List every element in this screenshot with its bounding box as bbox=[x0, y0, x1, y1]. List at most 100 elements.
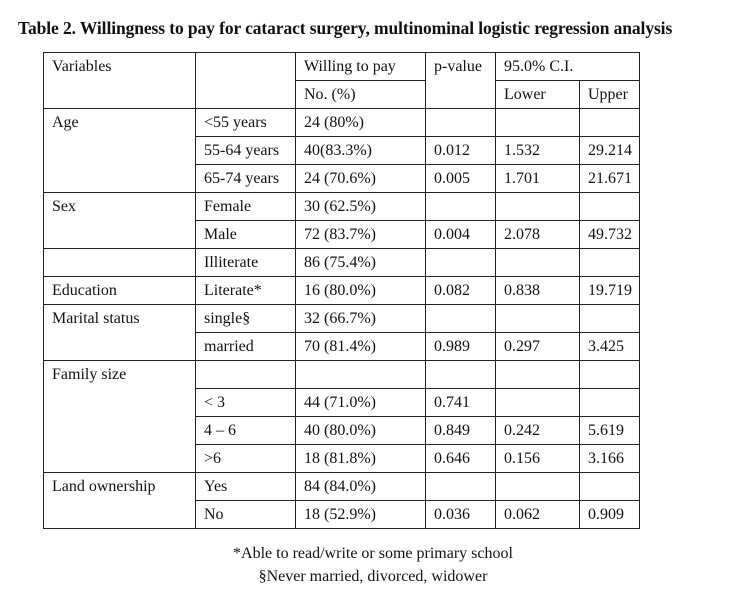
p-value-cell: 0.005 bbox=[425, 164, 496, 193]
header-category bbox=[195, 52, 296, 109]
header-upper: Upper bbox=[579, 80, 640, 109]
ci-lower-cell: 0.242 bbox=[495, 416, 580, 445]
count-cell: 84 (84.0%) bbox=[295, 472, 426, 501]
ci-lower-cell bbox=[495, 192, 580, 221]
ci-upper-cell: 19.719 bbox=[579, 276, 640, 305]
ci-lower-cell: 0.062 bbox=[495, 500, 580, 529]
ci-upper-cell: 5.619 bbox=[579, 416, 640, 445]
table-row: married 70 (81.4%) 0.989 0.297 3.425 bbox=[44, 332, 640, 361]
ci-lower-cell bbox=[495, 304, 580, 333]
count-cell: 18 (52.9%) bbox=[295, 500, 426, 529]
ci-upper-cell: 3.166 bbox=[579, 444, 640, 473]
variable-cell: Sex bbox=[43, 192, 196, 249]
ci-upper-cell bbox=[579, 192, 640, 221]
category-cell: No bbox=[195, 500, 296, 529]
table-row: Sex Female 30 (62.5%) bbox=[43, 192, 640, 249]
ci-lower-cell: 1.532 bbox=[495, 136, 580, 165]
header-row: Variables Willing to pay p-value 95.0% C… bbox=[43, 52, 640, 109]
category-cell: Literate* bbox=[195, 276, 296, 305]
p-value-cell: 0.989 bbox=[425, 332, 496, 361]
ci-lower-cell bbox=[495, 360, 580, 389]
category-cell: married bbox=[195, 332, 296, 361]
table-title: Table 2. Willingness to pay for cataract… bbox=[18, 18, 673, 38]
ci-lower-cell: 0.156 bbox=[495, 444, 580, 473]
footnote-single: §Never married, divorced, widower bbox=[258, 568, 488, 585]
category-cell: single§ bbox=[195, 304, 296, 333]
table-row: Illiterate 86 (75.4%) bbox=[43, 248, 640, 277]
ci-lower-cell: 2.078 bbox=[495, 220, 580, 249]
count-cell: 24 (80%) bbox=[295, 108, 426, 137]
count-cell: 44 (71.0%) bbox=[295, 388, 426, 417]
category-cell: Female bbox=[195, 192, 296, 221]
table-row: Family size bbox=[43, 360, 640, 473]
table-row: 55-64 years 40(83.3%) 0.012 1.532 29.214 bbox=[44, 136, 640, 165]
count-cell: 24 (70.6%) bbox=[295, 164, 426, 193]
p-value-cell: 0.036 bbox=[425, 500, 496, 529]
variable-cell: Land ownership bbox=[43, 472, 196, 529]
count-cell: 72 (83.7%) bbox=[295, 220, 426, 249]
ci-upper-cell: 0.909 bbox=[579, 500, 640, 529]
p-value-cell: 0.646 bbox=[425, 444, 496, 473]
variable-cell bbox=[43, 248, 196, 277]
table-row: Marital status single§ 32 (66.7%) bbox=[43, 304, 640, 361]
variable-cell: Education bbox=[43, 276, 196, 305]
ci-upper-cell bbox=[579, 304, 640, 333]
p-value-cell: 0.741 bbox=[425, 388, 496, 417]
p-value-cell bbox=[425, 108, 496, 137]
footnote-literate: *Able to read/write or some primary scho… bbox=[233, 545, 513, 562]
table-row: < 3 44 (71.0%) 0.741 bbox=[44, 388, 640, 417]
p-value-cell: 0.004 bbox=[425, 220, 496, 249]
count-cell: 86 (75.4%) bbox=[295, 248, 426, 277]
header-row: No. (%) Lower Upper bbox=[44, 80, 640, 109]
variable-cell: Family size bbox=[43, 360, 196, 473]
category-cell: Yes bbox=[195, 472, 296, 501]
count-cell: 40 (80.0%) bbox=[295, 416, 426, 445]
ci-upper-cell: 3.425 bbox=[579, 332, 640, 361]
ci-upper-cell bbox=[579, 108, 640, 137]
header-count-percent: No. (%) bbox=[295, 80, 426, 109]
ci-upper-cell bbox=[579, 360, 640, 389]
p-value-cell bbox=[425, 304, 496, 333]
regression-table: Variables Willing to pay p-value 95.0% C… bbox=[43, 52, 640, 529]
count-cell: 16 (80.0%) bbox=[295, 276, 426, 305]
table-row: 65-74 years 24 (70.6%) 0.005 1.701 21.671 bbox=[44, 164, 640, 193]
table-row: No 18 (52.9%) 0.036 0.062 0.909 bbox=[44, 500, 640, 529]
ci-lower-cell bbox=[495, 108, 580, 137]
category-cell: Male bbox=[195, 220, 296, 249]
category-cell bbox=[195, 360, 296, 389]
category-cell: < 3 bbox=[195, 388, 296, 417]
ci-lower-cell: 0.838 bbox=[495, 276, 580, 305]
ci-lower-cell bbox=[495, 472, 580, 501]
ci-upper-cell: 21.671 bbox=[579, 164, 640, 193]
p-value-cell bbox=[425, 248, 496, 277]
ci-lower-cell: 1.701 bbox=[495, 164, 580, 193]
count-cell: 18 (81.8%) bbox=[295, 444, 426, 473]
category-cell: 65-74 years bbox=[195, 164, 296, 193]
count-cell: 32 (66.7%) bbox=[295, 304, 426, 333]
table-row: Age <55 years 24 (80%) bbox=[43, 108, 640, 193]
table-row: Land ownership Yes 84 (84.0%) bbox=[43, 472, 640, 529]
header-lower: Lower bbox=[495, 80, 580, 109]
variable-cell: Age bbox=[43, 108, 196, 193]
p-value-cell bbox=[425, 472, 496, 501]
ci-upper-cell bbox=[579, 248, 640, 277]
table-row: Education Literate* 16 (80.0%) 0.082 0.838 19… bbox=[43, 276, 640, 305]
ci-lower-cell bbox=[495, 388, 580, 417]
ci-upper-cell: 29.214 bbox=[579, 136, 640, 165]
count-cell: 70 (81.4%) bbox=[295, 332, 426, 361]
table-body: Age <55 years 24 (80%) 55-64 years 40(83.3%)… bbox=[43, 108, 640, 529]
header-willing-to-pay: Willing to pay bbox=[295, 52, 426, 81]
variable-cell: Marital status bbox=[43, 304, 196, 361]
count-cell: 30 (62.5%) bbox=[295, 192, 426, 221]
category-cell: 4 – 6 bbox=[195, 416, 296, 445]
count-cell: 40(83.3%) bbox=[295, 136, 426, 165]
category-cell: 55-64 years bbox=[195, 136, 296, 165]
ci-upper-cell: 49.732 bbox=[579, 220, 640, 249]
table-row: Male 72 (83.7%) 0.004 2.078 49.732 bbox=[44, 220, 640, 249]
p-value-cell: 0.012 bbox=[425, 136, 496, 165]
ci-lower-cell: 0.297 bbox=[495, 332, 580, 361]
header-p-value: p-value bbox=[425, 52, 496, 109]
ci-upper-cell bbox=[579, 472, 640, 501]
ci-upper-cell bbox=[579, 388, 640, 417]
category-cell: <55 years bbox=[195, 108, 296, 137]
